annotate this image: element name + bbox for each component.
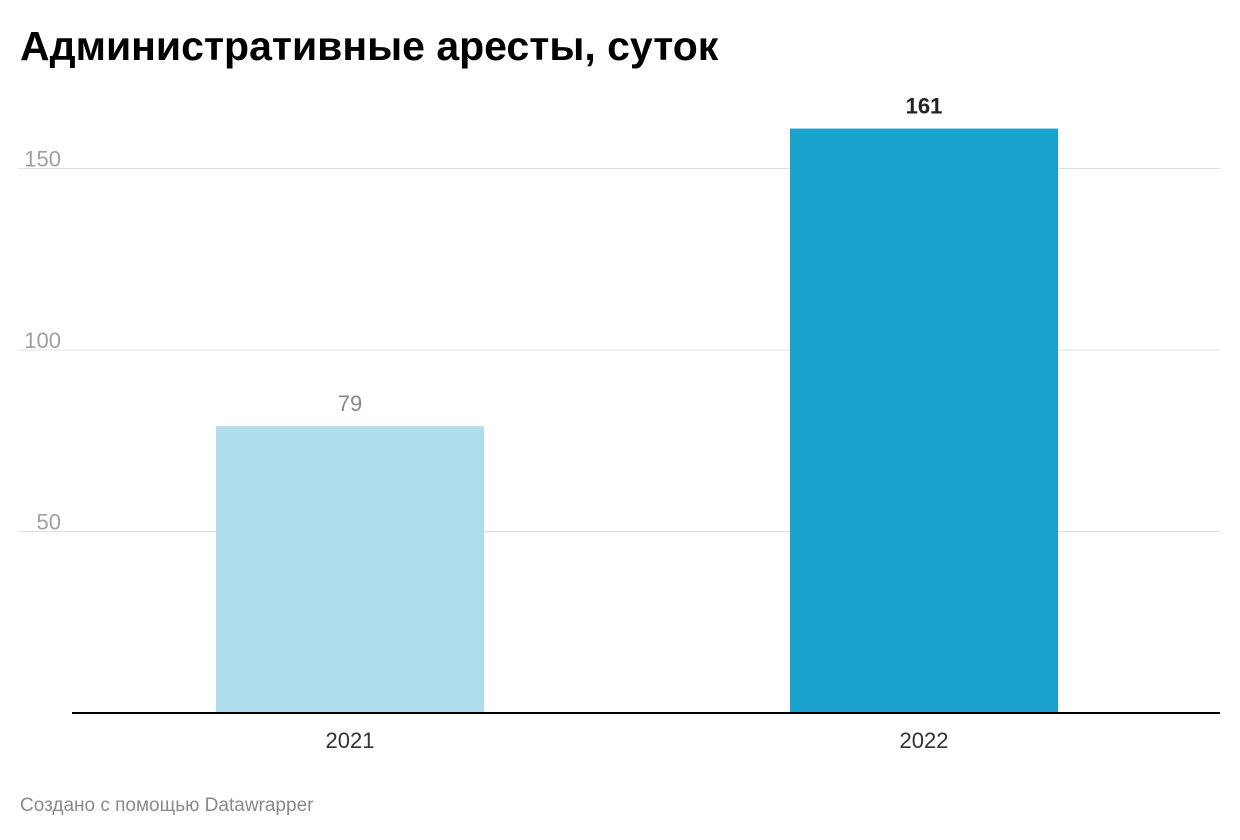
y-axis-ticks: 50 100 150 xyxy=(24,147,61,535)
value-labels: 79 161 xyxy=(338,94,943,417)
bar-2022 xyxy=(790,128,1058,713)
chart-title: Административные аресты, суток xyxy=(20,23,719,69)
bar-2021 xyxy=(216,426,484,713)
footer-credit: Создано с помощью Datawrapper xyxy=(20,795,314,816)
value-label-2021: 79 xyxy=(338,391,362,416)
y-tick-label-100: 100 xyxy=(24,328,61,353)
bar-chart: 50 100 150 79 161 2021 2022 xyxy=(18,94,1220,753)
x-axis-labels: 2021 2022 xyxy=(326,728,949,753)
y-tick-label-50: 50 xyxy=(37,510,61,535)
x-tick-label-2022: 2022 xyxy=(900,728,949,753)
x-tick-label-2021: 2021 xyxy=(326,728,375,753)
y-tick-label-150: 150 xyxy=(24,147,61,172)
bars xyxy=(216,128,1058,713)
value-label-2022: 161 xyxy=(906,94,943,119)
